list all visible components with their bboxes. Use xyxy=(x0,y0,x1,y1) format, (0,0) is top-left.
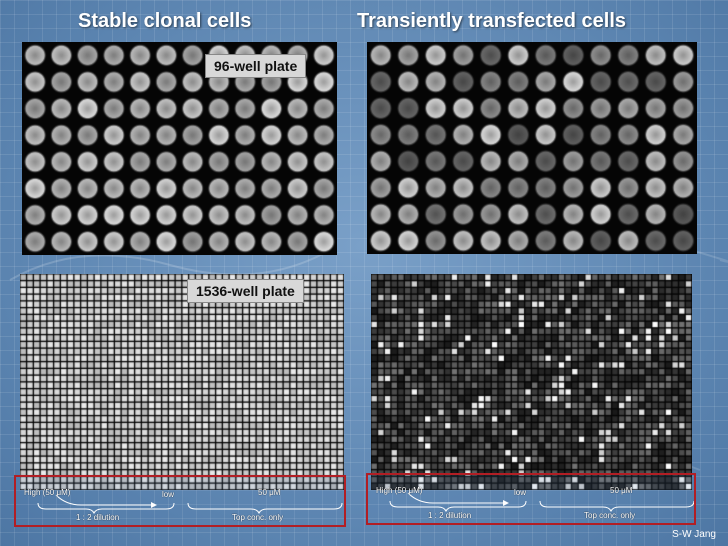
title-stable: Stable clonal cells xyxy=(78,10,252,32)
legend-dilution: 1 : 2 dilution xyxy=(428,511,472,520)
legend-top-conc: 50 μM xyxy=(258,488,281,497)
legend-box-left: High (50 μM) low 50 μM 1 : 2 dilution To… xyxy=(14,475,346,527)
title-transient: Transiently transfected cells xyxy=(357,10,627,32)
legend-high: High (50 μM) xyxy=(24,488,71,497)
legend-box-right: High (50 μM) low 50 μM 1 : 2 dilution To… xyxy=(366,473,696,525)
credit-text: S-W Jang xyxy=(672,529,716,540)
label-96-well: 96-well plate xyxy=(205,54,307,78)
plate-1536-stable xyxy=(20,274,344,490)
plate-96-transient xyxy=(367,42,697,254)
legend-top-conc: 50 μM xyxy=(610,486,633,495)
plate-1536-transient xyxy=(371,274,692,490)
legend-top-only: Top conc. only xyxy=(584,511,636,520)
legend-low: low xyxy=(514,488,527,497)
dilution-arrow-icon xyxy=(37,494,343,515)
legend-low: low xyxy=(162,490,175,499)
legend-high: High (50 μM) xyxy=(376,486,423,495)
legend-dilution: 1 : 2 dilution xyxy=(76,513,120,522)
legend-top-only: Top conc. only xyxy=(232,513,284,522)
label-1536-well: 1536-well plate xyxy=(187,279,304,303)
dilution-arrow-icon xyxy=(389,492,694,513)
